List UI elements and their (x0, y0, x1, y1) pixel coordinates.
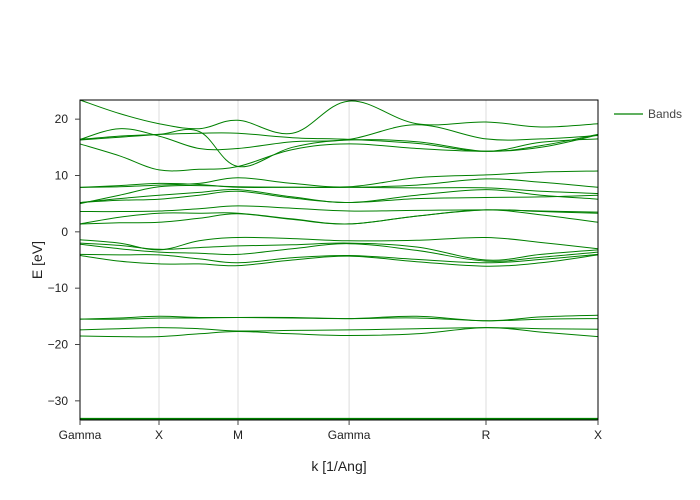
band-line (79, 185, 599, 205)
legend-label-bands[interactable]: Bands (648, 107, 682, 121)
band-line (79, 124, 599, 151)
x-axis-title: k [1/Ang] (311, 458, 366, 474)
band-line (79, 170, 599, 188)
y-tick-label: 0 (61, 225, 68, 239)
band-line (79, 327, 599, 332)
y-tick-label: −20 (48, 338, 69, 352)
x-tick-label: X (155, 428, 163, 442)
x-tick-label: Gamma (59, 428, 102, 442)
band-line (79, 188, 599, 204)
band-line (79, 99, 599, 135)
band-line (79, 327, 599, 338)
y-tick-label: 20 (55, 112, 69, 126)
plot-frame (79, 99, 599, 421)
band-line (79, 205, 599, 213)
x-tick-label: R (482, 428, 491, 442)
band-line (79, 128, 599, 168)
y-axis-title: E [eV] (29, 241, 45, 279)
band-line (79, 243, 599, 262)
band-line (79, 314, 599, 322)
band-lines (79, 99, 599, 420)
band-line (79, 253, 599, 264)
band-line (79, 236, 599, 251)
y-tick-label: −10 (48, 281, 69, 295)
y-axis: 20 10 0 −10 −20 −30 (48, 112, 80, 408)
x-tick-label: Gamma (328, 428, 371, 442)
x-axis: Gamma X M Gamma R X (59, 420, 602, 442)
x-tick-label: X (594, 428, 602, 442)
y-tick-label: 10 (55, 168, 69, 182)
band-line (79, 254, 599, 267)
x-tick-label: M (233, 428, 243, 442)
legend[interactable]: Bands (614, 107, 682, 121)
y-tick-label: −30 (48, 394, 69, 408)
band-line (79, 178, 599, 189)
band-line (79, 190, 599, 204)
band-line (79, 209, 599, 225)
